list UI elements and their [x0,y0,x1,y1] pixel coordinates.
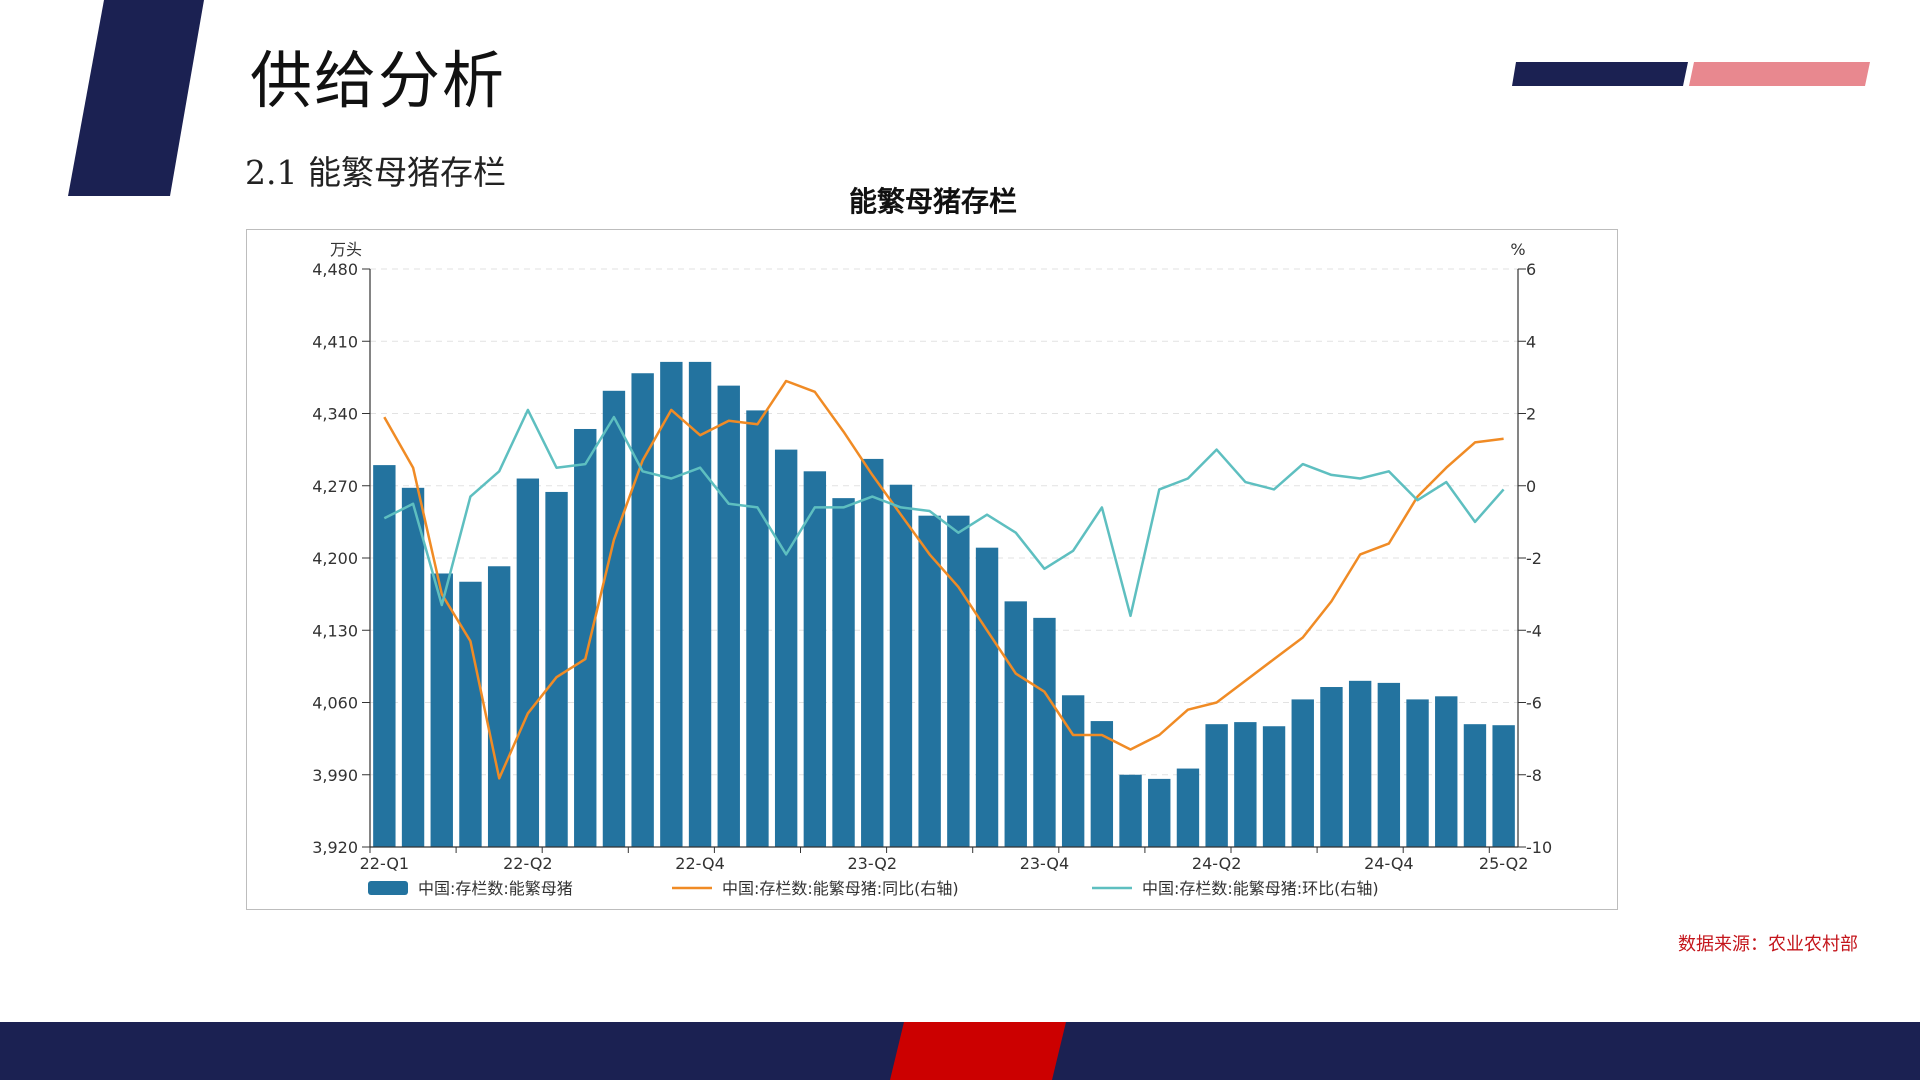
y-left-tick-label: 4,340 [312,405,358,424]
bar [1176,768,1200,847]
y-right-tick-label: 4 [1526,332,1536,351]
y-right-unit-label: % [1510,240,1525,259]
bar [1492,725,1515,847]
bar [516,478,540,847]
bar [1205,724,1228,847]
bar [1377,682,1401,847]
legend-swatch-bar [368,881,408,895]
mom-line [383,408,1505,618]
bar [545,491,568,847]
x-tick-label: 24-Q2 [1192,854,1242,873]
header-slant-bar [68,0,204,196]
x-tick-label: 23-Q4 [1020,854,1069,873]
bar [774,449,798,847]
y-right-tick-label: 2 [1526,405,1536,424]
slide-title: 供给分析 [250,44,507,117]
bar [574,428,597,847]
y-right-tick-label: 6 [1526,260,1536,279]
bar [1033,617,1056,847]
x-tick-label: 25-Q2 [1479,854,1529,873]
bar [401,487,425,847]
bar [947,515,970,847]
y-left-tick-label: 4,130 [312,621,358,640]
yoy-line [383,379,1504,780]
bar [975,547,999,847]
bar [861,458,884,847]
y-right-tick-label: -6 [1526,694,1542,713]
x-tick-label: 24-Q4 [1364,854,1414,873]
x-tick-label: 22-Q4 [675,854,725,873]
bar [803,471,827,847]
bar [1234,722,1257,847]
y-left-tick-label: 3,920 [312,838,358,857]
bar [918,515,941,847]
x-tick-label: 23-Q2 [848,854,898,873]
bar [889,484,913,847]
bar [1004,601,1027,847]
bar [487,566,511,847]
y-right-tick-label: 0 [1526,477,1536,496]
y-left-tick-label: 4,060 [312,694,358,713]
data-source-note: 数据来源：农业农村部 [1678,934,1858,955]
bar [1262,726,1286,847]
y-left-unit-label: 万头 [330,240,362,259]
bar [1291,699,1314,847]
legend-label-yoy: 中国:存栏数:能繁母猪:同比(右轴) [722,879,959,898]
chart-title: 能繁母猪存栏 [848,185,1017,218]
y-right-tick-label: -10 [1526,838,1552,857]
y-right-tick-label: -2 [1526,549,1542,568]
legend-label-bar: 中国:存栏数:能繁母猪 [418,879,573,898]
bar [688,361,712,847]
bar [746,410,769,847]
bar [430,573,453,847]
bar [459,581,482,847]
bar [832,498,855,847]
bar [602,390,626,847]
bar [717,385,740,847]
legend-label-mom: 中国:存栏数:能繁母猪:环比(右轴) [1142,879,1379,898]
bar [1435,696,1458,847]
y-left-tick-label: 4,410 [312,332,358,351]
bar [1090,721,1114,847]
bar [631,373,654,847]
x-tick-label: 22-Q1 [360,854,410,873]
section-title: 2.1 能繁母猪存栏 [245,153,506,192]
sow-inventory-chart: 4,480 4,410 4,340 4,270 4,200 4,130 4,060 3,990… [312,240,1552,898]
bar [1061,695,1085,847]
bar [660,361,683,847]
header-stripes [1512,62,1870,86]
x-tick-label: 22-Q2 [503,854,552,873]
bar [373,465,396,847]
y-left-tick-label: 4,200 [312,549,358,568]
bar [1148,778,1171,847]
bar [1463,724,1487,847]
y-left-tick-label: 3,990 [312,766,358,785]
bar [1119,774,1142,847]
y-right-tick-label: -8 [1526,766,1542,785]
bar [1406,699,1429,847]
y-left-tick-label: 4,270 [312,477,358,496]
y-right-tick-label: -4 [1526,621,1542,640]
bar [1348,680,1372,847]
footer-red-accent [890,1022,1066,1080]
y-left-tick-label: 4,480 [312,260,358,279]
bar [1320,687,1343,847]
